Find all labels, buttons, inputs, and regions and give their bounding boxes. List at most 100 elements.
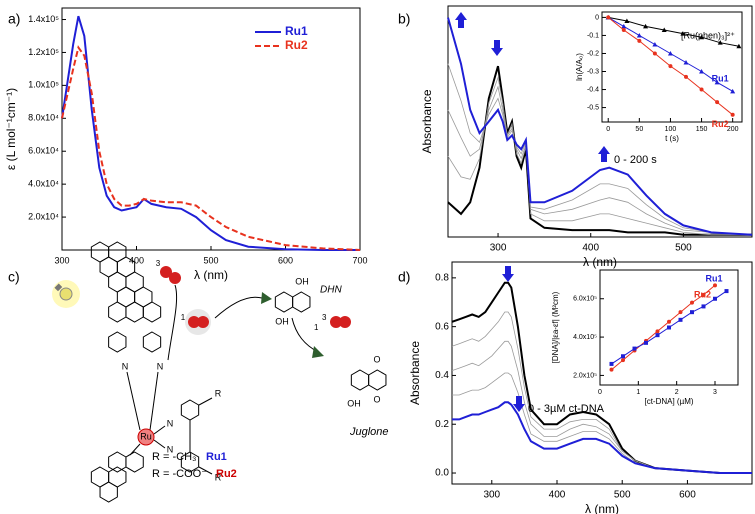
direction-arrow xyxy=(513,396,525,412)
series-label: Ru2 xyxy=(712,119,729,129)
spin-label: 3 xyxy=(156,259,161,268)
ring xyxy=(350,369,370,391)
arrowhead xyxy=(261,292,272,304)
annotation: 0 - 200 s xyxy=(614,154,657,166)
data-point xyxy=(701,292,706,297)
oxygen-sphere xyxy=(169,272,181,284)
data-point xyxy=(652,51,657,56)
series-line xyxy=(608,16,739,47)
metal-center xyxy=(137,428,155,446)
atom-label: N xyxy=(122,361,129,371)
atom-label: N xyxy=(167,418,174,428)
ring xyxy=(125,451,144,473)
y-axis-title: ε (L mol⁻¹cm⁻¹) xyxy=(4,88,18,170)
series-line xyxy=(611,284,716,371)
data-point xyxy=(717,40,723,45)
data-point xyxy=(609,361,614,366)
x-axis-title: λ (nm) xyxy=(585,502,619,514)
plot-frame xyxy=(447,5,753,238)
ring xyxy=(368,369,387,391)
substituent: R xyxy=(215,472,222,482)
data-point xyxy=(713,283,717,288)
y-axis-title: [DNA]/|εa-εf| (M²cm) xyxy=(551,291,560,363)
ring xyxy=(108,331,127,353)
ring xyxy=(142,301,162,323)
series-line xyxy=(451,340,752,474)
y-tick-label: 1.0x10⁵ xyxy=(28,80,59,90)
y-tick-label: -0.4 xyxy=(587,86,599,93)
y-tick-label: 2.0x10⁵ xyxy=(573,372,597,379)
diagram-panel: c) N N Ru N N R R xyxy=(8,241,389,503)
legend-label: Ru2 xyxy=(285,38,308,52)
y-tick-label: 4.0x10⁵ xyxy=(573,334,597,341)
data-point xyxy=(699,34,705,40)
data-point xyxy=(621,354,625,359)
bulb-base xyxy=(54,283,63,292)
series-line xyxy=(447,17,753,236)
y-tick-label: 0.4 xyxy=(435,370,449,381)
y-axis-title: Absorbance xyxy=(408,341,422,405)
arrow xyxy=(167,284,178,361)
y-tick-label: -0.3 xyxy=(587,68,599,75)
data-point xyxy=(632,346,637,351)
series-line xyxy=(61,45,361,251)
y-tick-label: -0.1 xyxy=(587,32,599,39)
series-line xyxy=(61,15,360,251)
y-tick-label: 0.8 xyxy=(435,272,449,283)
x-axis-title: t (s) xyxy=(665,134,679,143)
data-point xyxy=(724,289,729,294)
data-point xyxy=(680,31,686,36)
legend-compound: Ru1 xyxy=(206,451,227,463)
annotation: 0 - 3µM ct-DNA xyxy=(528,403,605,415)
panel-label: b) xyxy=(398,11,410,27)
y-tick-label: 0 xyxy=(595,14,599,21)
data-point xyxy=(667,325,671,330)
x-tick-label: 500 xyxy=(614,490,631,501)
oxygen-sphere xyxy=(197,316,209,328)
legend-label: Ru1 xyxy=(285,24,308,38)
data-point xyxy=(736,43,742,49)
x-tick-label: 300 xyxy=(483,490,500,501)
series-label: Ru1 xyxy=(712,74,729,84)
ring xyxy=(180,399,200,421)
light-bulb xyxy=(59,287,73,301)
data-point xyxy=(637,38,642,43)
x-tick-label: 150 xyxy=(696,126,708,133)
oxygen-sphere xyxy=(339,316,351,328)
oxygen-sphere xyxy=(160,266,172,278)
ring xyxy=(274,291,294,313)
x-tick-label: 50 xyxy=(635,126,643,133)
atom-label: N xyxy=(167,444,174,454)
ring xyxy=(108,301,127,323)
substituent: R xyxy=(215,388,222,398)
x-tick-label: 400 xyxy=(129,255,144,265)
atom-label: O xyxy=(373,354,380,364)
data-point xyxy=(621,23,627,29)
bond xyxy=(126,371,141,431)
ring xyxy=(125,301,144,323)
ring xyxy=(142,331,162,353)
legend-formula: R = -CH₃ xyxy=(152,451,197,463)
series-label: Ru2 xyxy=(694,290,711,300)
spin-label: 1 xyxy=(314,323,319,332)
data-point xyxy=(621,358,625,363)
data-point xyxy=(636,32,642,38)
data-point xyxy=(699,69,705,74)
series-label: Ru1 xyxy=(705,273,722,283)
data-point xyxy=(701,304,706,309)
data-point xyxy=(652,41,658,47)
direction-arrow xyxy=(598,146,610,162)
x-tick-label: 700 xyxy=(352,255,367,265)
bond xyxy=(198,466,213,475)
data-point xyxy=(609,367,614,372)
plot-frame xyxy=(61,7,361,251)
x-tick-label: 2 xyxy=(675,389,679,396)
y-tick-label: 0.2 xyxy=(435,419,449,430)
y-axis-title: Absorbance xyxy=(420,89,434,153)
y-tick-label: 6.0x10⁵ xyxy=(573,296,597,303)
data-point xyxy=(713,296,717,301)
data-point xyxy=(667,319,671,324)
data-point xyxy=(715,100,720,105)
arrowhead xyxy=(312,346,324,358)
y-tick-label: 1.4x10⁵ xyxy=(28,14,59,24)
